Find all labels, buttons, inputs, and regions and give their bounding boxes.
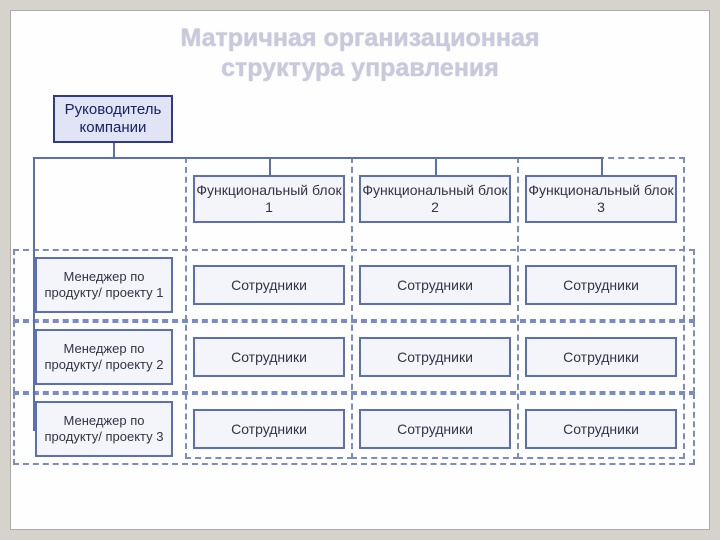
staff-2-3: Сотрудники [525, 337, 677, 377]
title-line-2: структура управления [221, 54, 499, 82]
staff-1-1: Сотрудники [193, 265, 345, 305]
manager-box-2: Менеджер по продукту/ проекту 2 [35, 329, 173, 385]
staff-2-2: Сотрудники [359, 337, 511, 377]
func-block-3: Функциональный блок 3 [525, 175, 677, 223]
manager-box-1: Менеджер по продукту/ проекту 1 [35, 257, 173, 313]
staff-3-2: Сотрудники [359, 409, 511, 449]
manager-box-3: Менеджер по продукту/ проекту 3 [35, 401, 173, 457]
conn-func-drop-1 [269, 157, 271, 175]
staff-3-1: Сотрудники [193, 409, 345, 449]
conn-func-drop-2 [435, 157, 437, 175]
conn-func-drop-3 [601, 157, 603, 175]
conn-director-down [113, 143, 115, 157]
staff-1-3: Сотрудники [525, 265, 677, 305]
staff-2-1: Сотрудники [193, 337, 345, 377]
conn-top-bus [33, 157, 601, 159]
func-block-1: Функциональный блок 1 [193, 175, 345, 223]
director-box: Руководитель компании [53, 95, 173, 143]
slide-title: Матричная организационная структура упра… [11, 11, 709, 91]
staff-1-2: Сотрудники [359, 265, 511, 305]
func-block-2: Функциональный блок 2 [359, 175, 511, 223]
staff-3-3: Сотрудники [525, 409, 677, 449]
org-diagram: Руководитель компании Функциональный блок… [11, 91, 711, 531]
slide-frame: Матричная организационная структура упра… [10, 10, 710, 530]
title-line-1: Матричная организационная [181, 24, 540, 52]
